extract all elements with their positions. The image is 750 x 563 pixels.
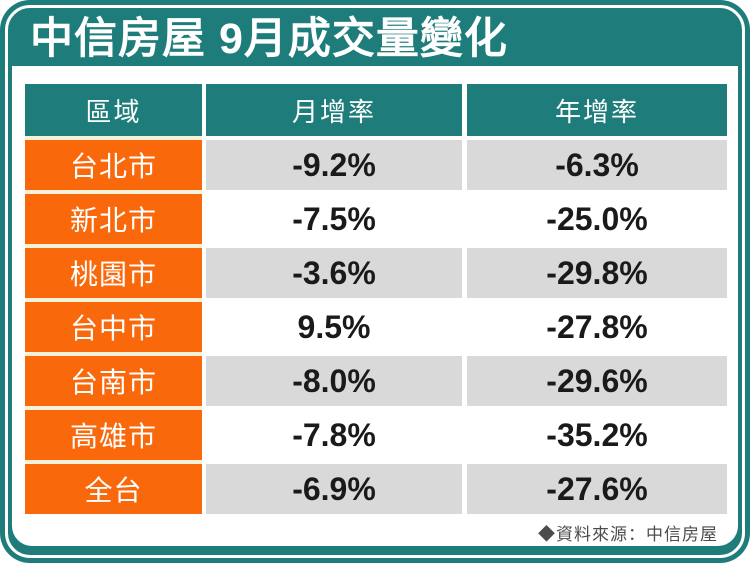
column-year-rate: 年增率 -6.3% -25.0% -29.8% -27.8% -29.6% -3…: [467, 84, 727, 514]
month-rate-cell: -8.0%: [206, 356, 462, 406]
region-cell: 全台: [25, 464, 202, 514]
month-rate-cell: -6.9%: [206, 464, 462, 514]
region-cell: 台中市: [25, 302, 202, 352]
month-rate-cell: -9.2%: [206, 140, 462, 190]
region-cell: 高雄市: [25, 410, 202, 460]
month-rate-cell: -3.6%: [206, 248, 462, 298]
year-rate-cell: -29.6%: [467, 356, 727, 406]
column-month-rate: 月增率 -9.2% -7.5% -3.6% 9.5% -8.0% -7.8% -…: [206, 84, 462, 514]
region-cell: 台南市: [25, 356, 202, 406]
year-rate-cell: -6.3%: [467, 140, 727, 190]
content-panel: 區域 台北市 新北市 桃園市 台中市 台南市 高雄市 全台 月增率 -9.2% …: [12, 66, 738, 546]
region-cell: 桃園市: [25, 248, 202, 298]
header-cell-region: 區域: [25, 84, 202, 136]
month-rate-cell: -7.5%: [206, 194, 462, 244]
source-note: ◆資料來源：中信房屋: [538, 525, 718, 544]
year-rate-cell: -27.8%: [467, 302, 727, 352]
year-rate-cell: -35.2%: [467, 410, 727, 460]
year-rate-cell: -27.6%: [467, 464, 727, 514]
month-rate-cell: 9.5%: [206, 302, 462, 352]
region-cell: 新北市: [25, 194, 202, 244]
column-region: 區域 台北市 新北市 桃園市 台中市 台南市 高雄市 全台: [25, 84, 202, 514]
header-cell-year-rate: 年增率: [467, 84, 727, 136]
region-cell: 台北市: [25, 140, 202, 190]
year-rate-cell: -29.8%: [467, 248, 727, 298]
header-cell-month-rate: 月增率: [206, 84, 462, 136]
year-rate-cell: -25.0%: [467, 194, 727, 244]
month-rate-cell: -7.8%: [206, 410, 462, 460]
data-table: 區域 台北市 新北市 桃園市 台中市 台南市 高雄市 全台 月增率 -9.2% …: [25, 84, 727, 514]
page-title: 中信房屋 9月成交量變化: [30, 15, 508, 63]
